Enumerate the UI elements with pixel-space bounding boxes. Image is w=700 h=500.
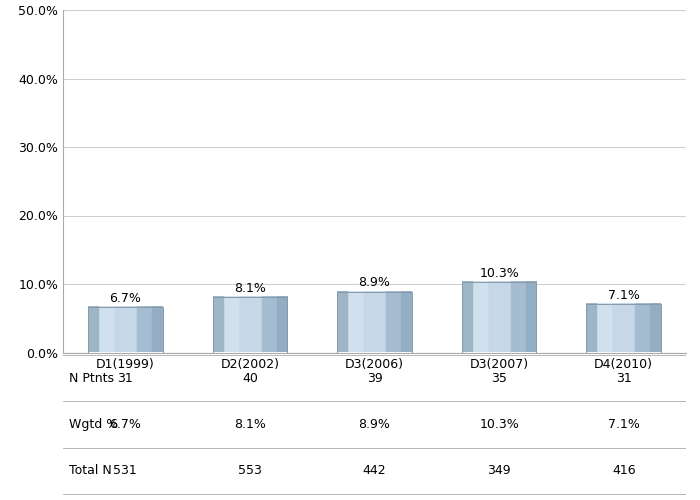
Bar <box>337 292 412 352</box>
Text: 35: 35 <box>491 372 507 384</box>
Text: 7.1%: 7.1% <box>608 289 640 302</box>
Text: 31: 31 <box>616 372 631 384</box>
Bar <box>587 304 661 352</box>
Text: 10.3%: 10.3% <box>480 418 519 431</box>
Text: 40: 40 <box>242 372 258 384</box>
Text: 8.1%: 8.1% <box>234 282 266 295</box>
Text: 553: 553 <box>238 464 262 477</box>
Text: Total N: Total N <box>69 464 112 477</box>
Text: N Ptnts: N Ptnts <box>69 372 114 384</box>
Text: 349: 349 <box>487 464 511 477</box>
Text: 6.7%: 6.7% <box>109 418 141 431</box>
Text: 8.9%: 8.9% <box>358 418 391 431</box>
Text: 8.9%: 8.9% <box>358 276 391 289</box>
Text: 39: 39 <box>367 372 382 384</box>
Text: 531: 531 <box>113 464 137 477</box>
Bar <box>88 306 162 352</box>
Text: 7.1%: 7.1% <box>608 418 640 431</box>
Text: 31: 31 <box>118 372 133 384</box>
Text: 416: 416 <box>612 464 636 477</box>
Text: 442: 442 <box>363 464 386 477</box>
Bar <box>213 297 287 352</box>
Text: 6.7%: 6.7% <box>109 292 141 304</box>
Bar <box>462 282 536 352</box>
Text: Wgtd %: Wgtd % <box>69 418 118 431</box>
Text: 10.3%: 10.3% <box>480 267 519 280</box>
Text: 8.1%: 8.1% <box>234 418 266 431</box>
